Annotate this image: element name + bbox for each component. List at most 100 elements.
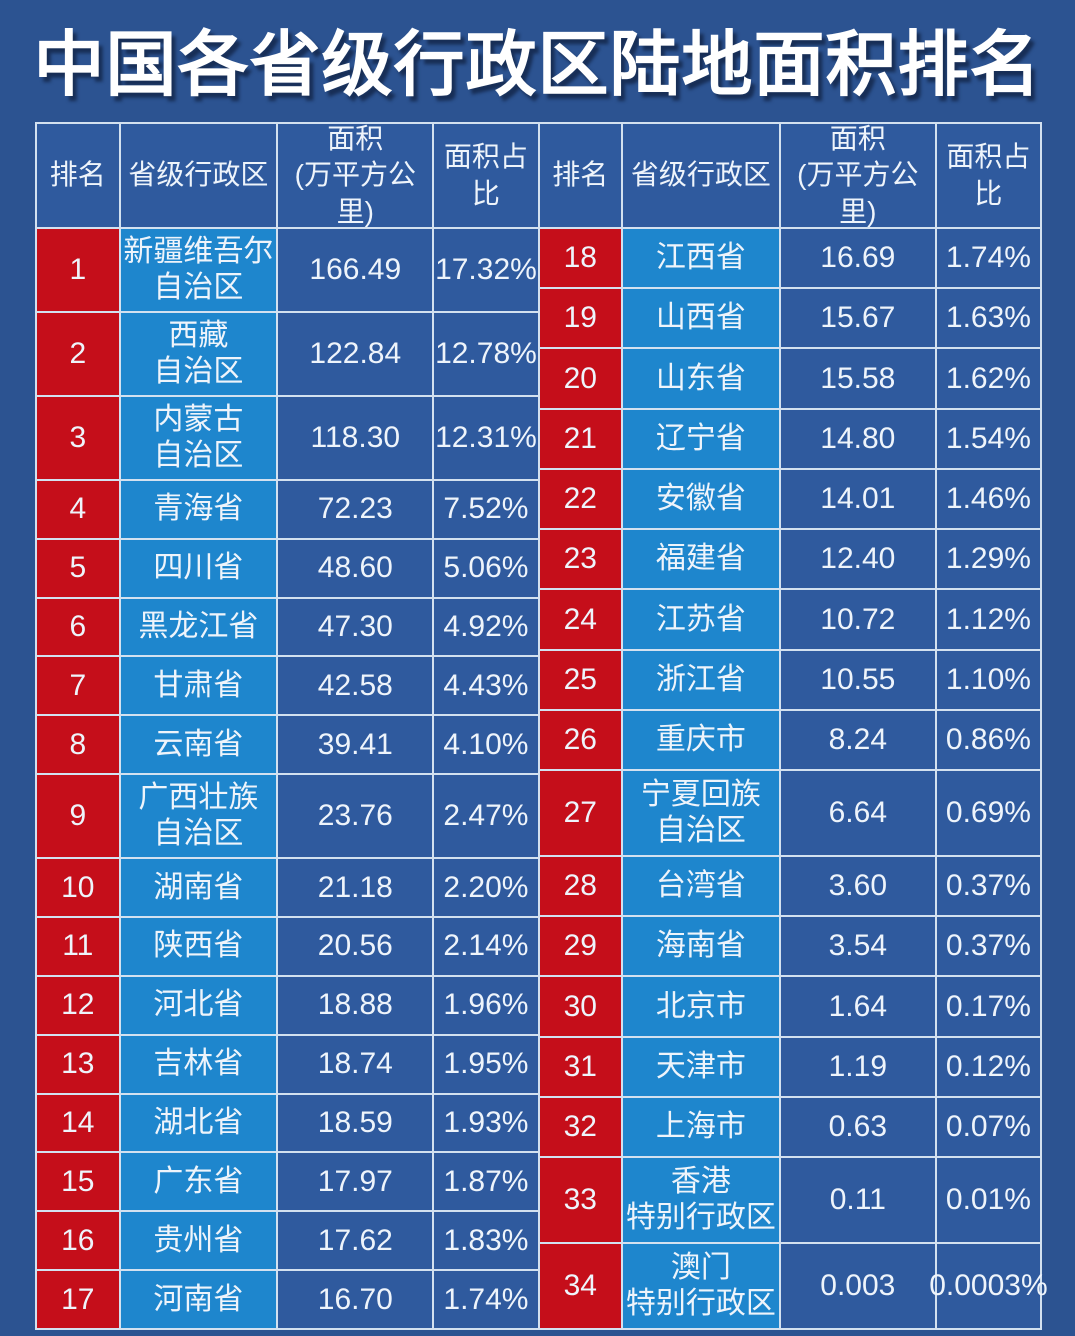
table-row: 7 甘肃省 42.58 4.43% [37, 655, 538, 715]
share-cell: 5.06% [432, 539, 538, 597]
header-area: 面积 (万平方公里) [276, 123, 433, 227]
table-row: 11 陕西省 20.56 2.14% [37, 915, 538, 975]
table-row: 21 辽宁省 14.80 1.54% [539, 407, 1040, 468]
table-row: 2 西藏 自治区 122.84 12.78% [37, 310, 538, 395]
rank-cell: 25 [539, 650, 622, 709]
area-cell: 3.54 [778, 917, 935, 976]
share-cell: 1.29% [934, 530, 1040, 589]
rank-cell: 4 [37, 480, 119, 538]
table-header-right: 排名 省级行政区 面积 (万平方公里) 面积占比 [539, 123, 1040, 227]
rank-cell: 14 [37, 1094, 119, 1152]
share-cell: 2.47% [432, 775, 538, 858]
share-cell: 0.69% [934, 771, 1040, 856]
table-row: 17 河南省 16.70 1.74% [37, 1269, 538, 1329]
province-cell: 新疆维吾尔 自治区 [118, 229, 277, 311]
table-row: 32 上海市 0.63 0.07% [539, 1095, 1040, 1157]
table-row: 24 江苏省 10.72 1.12% [539, 588, 1040, 649]
rank-cell: 10 [37, 859, 119, 916]
table-row: 3 内蒙古 自治区 118.30 12.31% [37, 394, 538, 479]
area-cell: 23.76 [276, 775, 433, 858]
table-row: 33 香港 特别行政区 0.11 0.01% [539, 1156, 1040, 1243]
area-cell: 0.63 [778, 1097, 935, 1157]
table-row: 29 海南省 3.54 0.37% [539, 915, 1040, 976]
table-row: 1 新疆维吾尔 自治区 166.49 17.32% [37, 227, 538, 311]
share-cell: 1.54% [934, 409, 1040, 468]
area-cell: 10.72 [778, 590, 935, 649]
share-cell: 12.78% [432, 312, 538, 395]
rank-cell: 12 [37, 976, 119, 1034]
rank-cell: 17 [37, 1271, 119, 1329]
area-ranking-table: 排名 省级行政区 面积 (万平方公里) 面积占比 1 新疆维吾尔 自治区 166… [35, 122, 1048, 1330]
rank-cell: 2 [37, 312, 119, 395]
rank-cell: 23 [539, 530, 622, 589]
table-row: 18 江西省 16.69 1.74% [539, 227, 1040, 288]
province-cell: 内蒙古 自治区 [118, 396, 277, 479]
header-share: 面积占比 [934, 124, 1040, 227]
area-cell: 0.003 [778, 1244, 935, 1328]
province-cell: 青海省 [118, 480, 277, 538]
rank-cell: 21 [539, 409, 622, 468]
area-cell: 72.23 [276, 480, 433, 538]
share-cell: 2.20% [432, 859, 538, 916]
rank-cell: 16 [37, 1212, 119, 1270]
header-area: 面积 (万平方公里) [778, 123, 935, 227]
rank-cell: 13 [37, 1035, 119, 1093]
rank-cell: 26 [539, 710, 622, 770]
area-cell: 3.60 [778, 857, 935, 916]
rank-cell: 6 [37, 598, 119, 656]
province-cell: 陕西省 [118, 917, 277, 975]
province-cell: 海南省 [621, 917, 779, 976]
share-cell: 1.95% [432, 1035, 538, 1093]
rank-cell: 15 [37, 1153, 119, 1211]
area-cell: 18.59 [276, 1094, 433, 1152]
province-cell: 江苏省 [621, 590, 779, 649]
share-cell: 1.87% [432, 1153, 538, 1211]
province-cell: 湖北省 [118, 1094, 277, 1152]
table-row: 22 安徽省 14.01 1.46% [539, 467, 1040, 529]
province-cell: 贵州省 [118, 1212, 277, 1270]
province-cell: 重庆市 [621, 710, 779, 770]
area-cell: 18.88 [276, 976, 433, 1034]
province-cell: 西藏 自治区 [118, 312, 277, 395]
share-cell: 0.0003% [929, 1244, 1048, 1328]
share-cell: 12.31% [432, 396, 538, 479]
rank-cell: 20 [539, 349, 622, 408]
area-cell: 14.80 [778, 409, 935, 468]
share-cell: 1.63% [934, 289, 1040, 348]
share-cell: 1.96% [432, 976, 538, 1034]
share-cell: 4.92% [432, 598, 538, 656]
table-row: 14 湖北省 18.59 1.93% [37, 1092, 538, 1152]
province-cell: 山东省 [621, 349, 779, 408]
table-right-half: 排名 省级行政区 面积 (万平方公里) 面积占比 18 江西省 16.69 1.… [537, 123, 1048, 1328]
province-cell: 澳门 特别行政区 [621, 1244, 779, 1328]
table-header-left: 排名 省级行政区 面积 (万平方公里) 面积占比 [37, 123, 538, 227]
page-title: 中国各省级行政区陆地面积排名 [33, 26, 1042, 105]
rank-cell: 7 [37, 657, 119, 715]
province-cell: 山西省 [621, 289, 779, 348]
share-cell: 1.83% [432, 1212, 538, 1270]
share-cell: 4.10% [432, 716, 538, 774]
rank-cell: 1 [37, 229, 119, 311]
area-cell: 118.30 [276, 396, 433, 479]
province-cell: 辽宁省 [621, 409, 779, 468]
header-share: 面积占比 [432, 124, 538, 227]
province-cell: 上海市 [621, 1097, 779, 1157]
rank-cell: 32 [539, 1097, 622, 1157]
share-cell: 1.12% [934, 590, 1040, 649]
rank-cell: 29 [539, 917, 622, 976]
table-row: 30 北京市 1.64 0.17% [539, 975, 1040, 1036]
header-rank: 排名 [37, 124, 119, 227]
table-row: 5 四川省 48.60 5.06% [37, 537, 538, 597]
table-row: 10 湖南省 21.18 2.20% [37, 857, 538, 916]
rank-cell: 24 [539, 590, 622, 649]
share-cell: 1.93% [432, 1094, 538, 1152]
table-row: 19 山西省 15.67 1.63% [539, 287, 1040, 348]
area-cell: 12.40 [778, 530, 935, 589]
area-cell: 8.24 [778, 710, 935, 770]
province-cell: 福建省 [621, 530, 779, 589]
header-rank: 排名 [539, 124, 622, 227]
table-left-half: 排名 省级行政区 面积 (万平方公里) 面积占比 1 新疆维吾尔 自治区 166… [37, 123, 538, 1329]
share-cell: 1.10% [934, 650, 1040, 709]
area-cell: 42.58 [276, 657, 433, 715]
area-cell: 21.18 [276, 859, 433, 916]
